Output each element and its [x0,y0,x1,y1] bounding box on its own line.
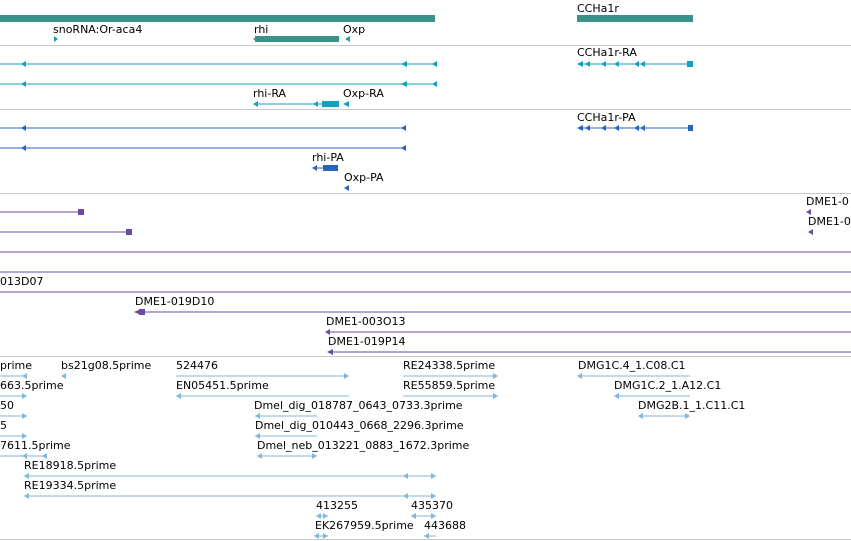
est-label[interactable]: RE19334.5prime [24,479,117,492]
bac-label[interactable]: DME1-019P14 [328,335,406,348]
est-label[interactable]: RE18918.5prime [24,459,117,472]
gene-feature-bar[interactable] [577,15,693,22]
mrna-track [0,61,693,107]
est-label[interactable]: DMG1C.2_1.A12.C1 [614,379,722,392]
mrna-label-rhi-ra[interactable]: rhi-RA [253,87,287,100]
gene-label-oxp[interactable]: Oxp [343,23,366,36]
track-divider-bottom [0,539,851,540]
est-label[interactable]: 435370 [411,499,453,512]
snorna-strand-arrow-icon [54,36,58,42]
bac-label[interactable]: 013D07 [0,275,44,288]
bac-track [0,209,851,355]
est-label[interactable]: 5 [0,419,7,432]
bac-label[interactable]: DME1-003O13 [326,315,406,328]
bac-label[interactable]: DME1-0 [806,195,849,208]
est-label[interactable]: bs21g08.5prime [61,359,152,372]
est-label[interactable]: Dmel_neb_013221_0883_1672.3prime [257,439,470,452]
mrna-label-oxp-ra[interactable]: Oxp-RA [343,87,384,100]
protein-label-ccha1r-pa[interactable]: CCHa1r-PA [577,111,636,124]
mrna-label-ccha1r-ra[interactable]: CCHa1r-RA [577,46,637,59]
protein-track [0,125,693,191]
est-label[interactable]: 413255 [316,499,358,512]
gene-label-ccha1r[interactable]: CCHa1r [577,2,619,15]
est-label[interactable]: EK267959.5prime [315,519,414,532]
protein-label-oxp-pa[interactable]: Oxp-PA [344,171,384,184]
est-label[interactable]: Dmel_dig_018787_0643_0733.3prime [254,399,463,412]
est-track [0,373,690,539]
bac-label[interactable]: DME1-019D10 [135,295,215,308]
gene-feature-bar[interactable] [0,15,435,22]
bac-label[interactable]: DME1-0 [808,215,851,228]
est-label[interactable]: 7611.5prime [0,439,71,452]
gene-track [0,15,693,42]
protein-label-rhi-pa[interactable]: rhi-PA [312,151,344,164]
est-label[interactable]: prime [0,359,33,372]
rhi-strand-arrow-icon [253,36,258,42]
gene-label-rhi[interactable]: rhi [254,23,269,36]
oxp-strand-arrow-icon [345,36,350,42]
rhi-gene-bar[interactable] [255,36,339,42]
est-label[interactable]: DMG2B.1_1.C11.C1 [638,399,746,412]
est-label[interactable]: RE55859.5prime [403,379,496,392]
gene-label-snorna[interactable]: snoRNA:Or-aca4 [53,23,143,36]
track-divider-protein-bac [0,193,851,194]
track-divider-mrna-protein [0,109,851,110]
est-label[interactable]: RE24338.5prime [403,359,496,372]
est-label[interactable]: 443688 [424,519,466,532]
est-label[interactable]: 663.5prime [0,379,64,392]
est-label[interactable]: EN05451.5prime [176,379,269,392]
track-divider-bac-est [0,356,851,357]
track-divider-gene-mrna [0,45,851,46]
est-label[interactable]: 524476 [176,359,218,372]
est-label[interactable]: Dmel_dig_010443_0668_2296.3prime [255,419,464,432]
est-label[interactable]: DMG1C.4_1.C08.C1 [578,359,686,372]
est-label[interactable]: 50 [0,399,14,412]
